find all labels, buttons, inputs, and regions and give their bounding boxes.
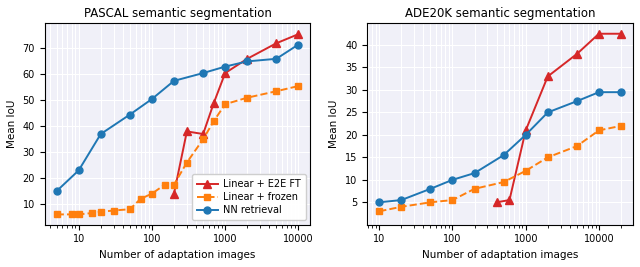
Linear + E2E FT (294, 33, 302, 36)
Linear + frozen (88, 211, 95, 215)
X-axis label: Number of adaptation images: Number of adaptation images (422, 250, 579, 260)
NN retrieval (243, 60, 251, 63)
Linear + E2E FT (221, 72, 229, 75)
Linear + frozen (126, 208, 134, 211)
Linear + frozen (427, 201, 435, 204)
NN retrieval (427, 187, 435, 190)
NN retrieval (470, 171, 478, 175)
NN retrieval (294, 43, 302, 46)
Title: PASCAL semantic segmentation: PASCAL semantic segmentation (84, 7, 271, 20)
Y-axis label: Mean IoU: Mean IoU (7, 99, 17, 148)
Linear + frozen (617, 124, 625, 127)
Linear + E2E FT (170, 192, 178, 195)
NN retrieval (500, 154, 508, 157)
Linear + frozen (544, 156, 552, 159)
Linear + frozen (243, 96, 251, 99)
Linear + frozen (183, 161, 191, 164)
Linear + E2E FT (493, 201, 500, 204)
Line: Linear + frozen: Linear + frozen (54, 83, 301, 217)
Linear + frozen (199, 138, 207, 141)
Linear + E2E FT (506, 198, 513, 202)
Linear + frozen (75, 213, 83, 216)
NN retrieval (221, 65, 229, 68)
Linear + frozen (53, 213, 61, 216)
Linear + E2E FT (617, 32, 625, 35)
Y-axis label: Mean IoU: Mean IoU (330, 99, 339, 148)
NN retrieval (544, 111, 552, 114)
Linear + frozen (97, 210, 104, 213)
NN retrieval (148, 97, 156, 101)
Linear + frozen (221, 103, 229, 106)
NN retrieval (573, 100, 580, 103)
Linear + E2E FT (183, 130, 191, 133)
Linear + frozen (148, 192, 156, 195)
Line: Linear + frozen: Linear + frozen (376, 123, 624, 214)
NN retrieval (53, 190, 61, 193)
NN retrieval (170, 79, 178, 83)
Linear + E2E FT (210, 101, 218, 104)
Legend: Linear + E2E FT, Linear + frozen, NN retrieval: Linear + E2E FT, Linear + frozen, NN ret… (192, 174, 305, 220)
Title: ADE20K semantic segmentation: ADE20K semantic segmentation (405, 7, 595, 20)
NN retrieval (595, 91, 603, 94)
NN retrieval (522, 133, 529, 136)
NN retrieval (273, 57, 280, 60)
NN retrieval (75, 169, 83, 172)
Linear + frozen (470, 187, 478, 190)
Linear + E2E FT (273, 42, 280, 45)
NN retrieval (97, 132, 104, 136)
Line: Linear + E2E FT: Linear + E2E FT (492, 30, 625, 206)
Linear + frozen (595, 129, 603, 132)
Linear + frozen (449, 198, 456, 202)
NN retrieval (397, 198, 405, 202)
Linear + E2E FT (544, 75, 552, 78)
Linear + E2E FT (573, 52, 580, 56)
Linear + frozen (573, 144, 580, 148)
Linear + frozen (376, 210, 383, 213)
NN retrieval (126, 113, 134, 116)
Linear + frozen (68, 213, 76, 216)
Linear + frozen (273, 90, 280, 93)
Linear + frozen (522, 169, 529, 172)
Line: Linear + E2E FT: Linear + E2E FT (170, 30, 303, 198)
Line: NN retrieval: NN retrieval (53, 41, 302, 195)
Linear + E2E FT (243, 57, 251, 60)
Linear + E2E FT (522, 129, 529, 132)
Linear + frozen (500, 180, 508, 184)
Linear + frozen (294, 84, 302, 88)
Linear + frozen (170, 183, 178, 186)
NN retrieval (376, 201, 383, 204)
NN retrieval (449, 178, 456, 182)
Linear + frozen (137, 197, 145, 201)
Linear + E2E FT (595, 32, 603, 35)
NN retrieval (199, 72, 207, 75)
Linear + frozen (210, 119, 218, 123)
X-axis label: Number of adaptation images: Number of adaptation images (99, 250, 256, 260)
NN retrieval (617, 91, 625, 94)
Linear + frozen (397, 205, 405, 209)
Line: NN retrieval: NN retrieval (376, 89, 625, 206)
Linear + frozen (110, 209, 118, 212)
Linear + E2E FT (199, 132, 207, 136)
Linear + frozen (161, 183, 169, 186)
